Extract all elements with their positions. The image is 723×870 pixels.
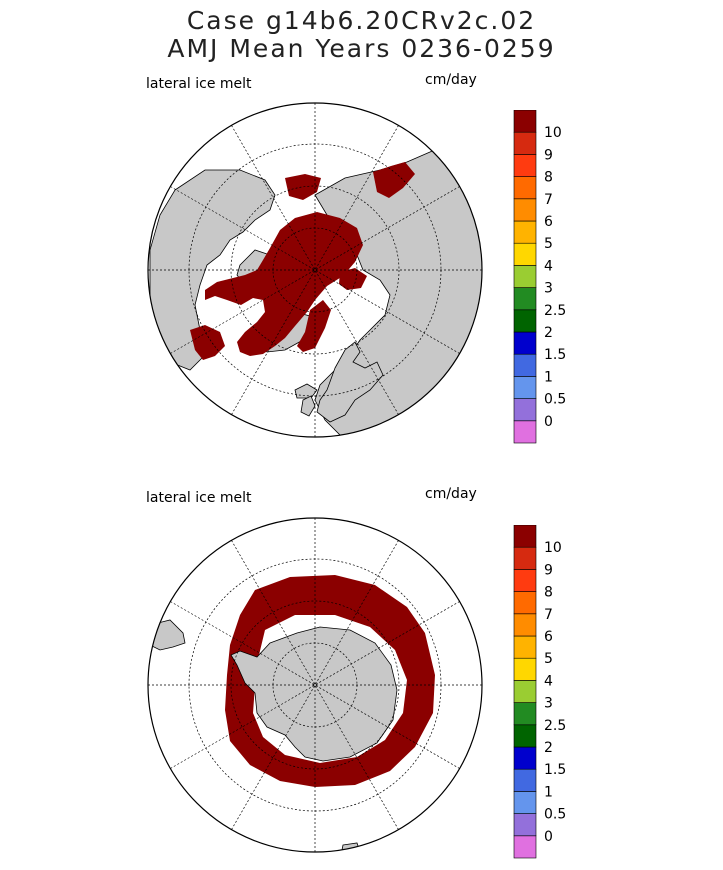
south-colorbar-tick-label: 8 bbox=[544, 585, 553, 601]
north-colorbar-tick-label: 8 bbox=[544, 170, 553, 186]
south-colorbar-swatch bbox=[513, 613, 537, 637]
south-variable-label: lateral ice melt bbox=[146, 490, 252, 506]
north-colorbar-tick-label: 6 bbox=[544, 214, 553, 230]
south-colorbar-tick-label: 2 bbox=[544, 740, 553, 756]
south-colorbar-swatch bbox=[513, 835, 537, 859]
south-colorbar-tick-label: 0 bbox=[544, 829, 553, 845]
south-colorbar-swatch bbox=[513, 724, 537, 748]
north-variable-label: lateral ice melt bbox=[146, 76, 252, 92]
north-colorbar-swatch bbox=[513, 353, 537, 377]
north-colorbar-swatch bbox=[513, 265, 537, 288]
north-colorbar-swatch bbox=[513, 220, 537, 244]
north-colorbar-tick-label: 0.5 bbox=[544, 392, 566, 408]
north-colorbar-tick-label: 2 bbox=[544, 325, 553, 341]
south-colorbar-swatch bbox=[513, 791, 537, 814]
south-colorbar-tick-label: 5 bbox=[544, 651, 553, 667]
south-colorbar-tick-label: 6 bbox=[544, 629, 553, 645]
north-colorbar-tick-label: 3 bbox=[544, 281, 553, 297]
north-colorbar-tick-label: 9 bbox=[544, 147, 553, 163]
south-colorbar-swatch bbox=[513, 813, 537, 837]
north-colorbar: 0 0.5 1 1.5 2 2.5 3 4 5 6 7 8 9 10 bbox=[513, 110, 566, 444]
north-colorbar-swatch bbox=[513, 420, 537, 444]
south-colorbar-tick-label: 4 bbox=[544, 673, 553, 689]
north-colorbar-tick-label: 2.5 bbox=[544, 303, 566, 319]
south-colorbar-tick-label: 9 bbox=[544, 562, 553, 578]
south-colorbar-tick-label: 2.5 bbox=[544, 718, 566, 734]
south-map-border bbox=[147, 517, 483, 853]
north-colorbar-tick-label: 5 bbox=[544, 236, 553, 252]
south-colorbar-swatch bbox=[513, 525, 537, 548]
chart-title-line1: Case g14b6.20CRv2c.02 bbox=[186, 6, 537, 35]
south-colorbar-tick-label: 1.5 bbox=[544, 762, 566, 778]
north-colorbar-tick-label: 0 bbox=[544, 414, 553, 430]
south-ice-melt-ring bbox=[225, 575, 435, 787]
north-land-uk bbox=[300, 395, 316, 417]
south-colorbar-swatch bbox=[513, 768, 537, 792]
south-colorbar-swatch bbox=[513, 702, 537, 726]
north-colorbar-tick-label: 1.5 bbox=[544, 347, 566, 363]
north-colorbar-tick-label: 4 bbox=[544, 258, 553, 274]
north-colorbar-swatch bbox=[513, 242, 537, 266]
north-land-iceland bbox=[294, 383, 318, 399]
north-land-europe bbox=[316, 341, 384, 423]
north-graticule bbox=[148, 103, 482, 437]
south-colorbar: 0 0.5 1 1.5 2 2.5 3 4 5 6 7 8 9 10 bbox=[513, 525, 566, 859]
south-colorbar-swatch bbox=[513, 680, 537, 703]
south-colorbar-swatch bbox=[513, 569, 537, 592]
north-colorbar-swatch bbox=[513, 198, 537, 222]
north-colorbar-swatch bbox=[513, 398, 537, 422]
north-map-border bbox=[147, 102, 483, 438]
north-units-label: cm/day bbox=[425, 72, 477, 88]
south-polar-map bbox=[147, 517, 483, 853]
north-colorbar-swatch bbox=[513, 154, 537, 177]
north-colorbar-tick-label: 1 bbox=[544, 369, 553, 385]
north-polar-map bbox=[147, 102, 483, 438]
chart-title-line2: AMJ Mean Years 0236-0259 bbox=[167, 34, 556, 63]
south-colorbar-tick-label: 7 bbox=[544, 607, 553, 623]
north-colorbar-tick-label: 10 bbox=[544, 125, 562, 141]
south-colorbar-swatch bbox=[513, 657, 537, 681]
south-colorbar-tick-label: 3 bbox=[544, 696, 553, 712]
north-ice-melt-barents bbox=[339, 268, 367, 290]
south-colorbar-swatch bbox=[513, 546, 537, 570]
north-colorbar-swatch bbox=[513, 331, 537, 355]
north-colorbar-swatch bbox=[513, 176, 537, 200]
north-colorbar-swatch bbox=[513, 287, 537, 311]
north-ice-melt-hudson bbox=[190, 325, 225, 360]
south-colorbar-swatch bbox=[513, 746, 537, 770]
south-colorbar-swatch bbox=[513, 635, 537, 659]
north-colorbar-swatch bbox=[513, 110, 537, 133]
south-graticule bbox=[148, 518, 482, 852]
south-units-label: cm/day bbox=[425, 486, 477, 502]
north-ice-melt-bering bbox=[285, 174, 321, 200]
south-colorbar-tick-label: 1 bbox=[544, 784, 553, 800]
south-colorbar-swatch bbox=[513, 591, 537, 615]
north-colorbar-swatch bbox=[513, 376, 537, 399]
north-colorbar-swatch bbox=[513, 309, 537, 333]
north-colorbar-swatch bbox=[513, 131, 537, 155]
south-colorbar-tick-label: 0.5 bbox=[544, 807, 566, 823]
north-ice-melt-central bbox=[205, 212, 363, 356]
south-colorbar-tick-label: 10 bbox=[544, 540, 562, 556]
north-ice-melt-okhotsk bbox=[373, 162, 415, 198]
north-colorbar-tick-label: 7 bbox=[544, 192, 553, 208]
north-ice-melt-east-greenland bbox=[297, 300, 331, 352]
